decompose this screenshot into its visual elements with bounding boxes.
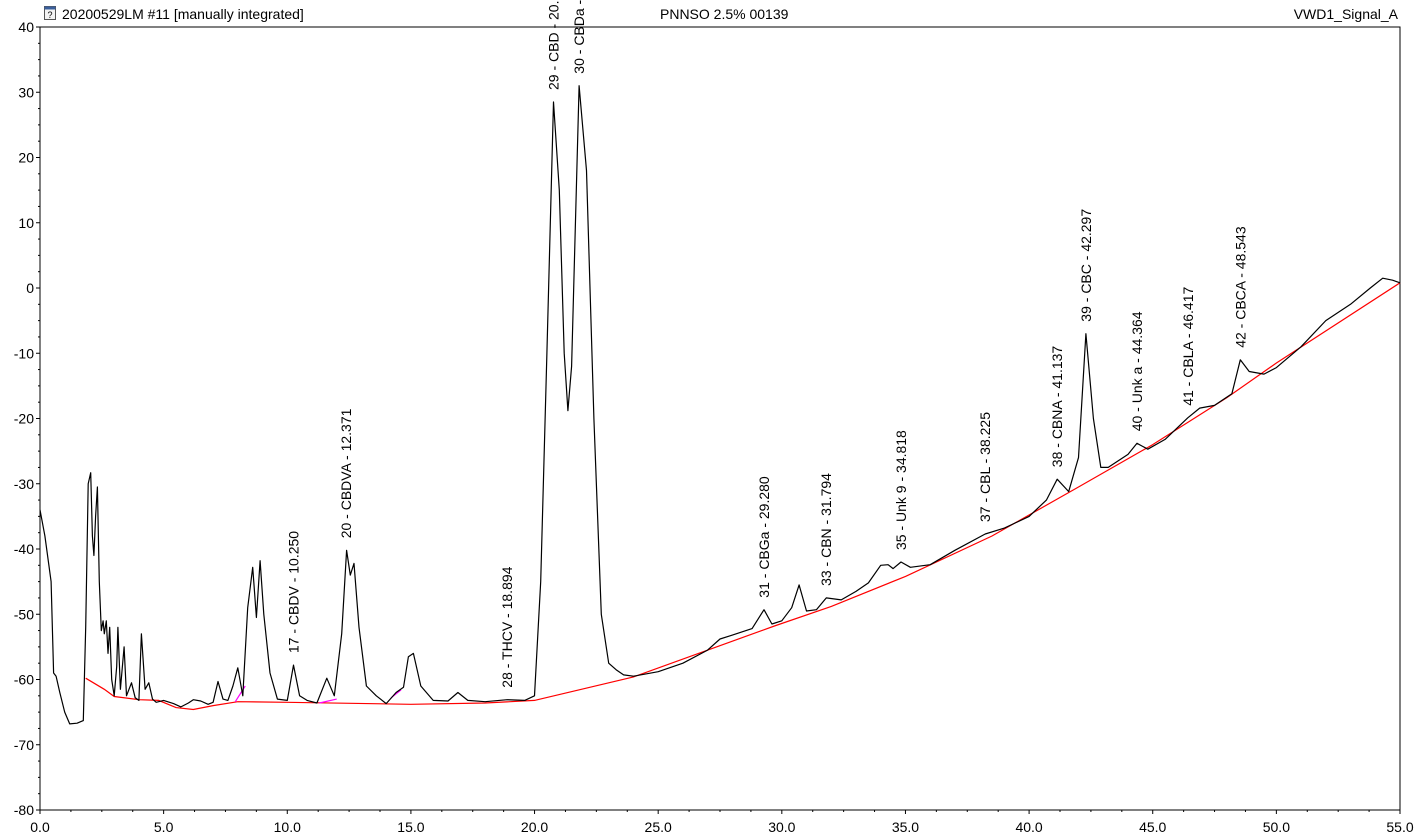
x-tick-label: 45.0	[1139, 819, 1166, 835]
y-tick-label: 40	[18, 19, 34, 35]
x-tick-label: 30.0	[768, 819, 795, 835]
y-tick-label: 20	[18, 150, 34, 166]
peak-label: 41 - CBLA - 46.417	[1180, 287, 1196, 406]
peak-label: 20 - CBDVA - 12.371	[338, 408, 354, 538]
peak-label: 35 - Unk 9 - 34.818	[893, 430, 909, 550]
x-tick-label: 50.0	[1263, 819, 1290, 835]
x-tick-label: 35.0	[892, 819, 919, 835]
peak-split-baseline	[319, 698, 337, 704]
peak-label: 39 - CBC - 42.297	[1078, 209, 1094, 322]
peak-label: 30 - CBDa - 21.791	[571, 0, 587, 74]
document-icon: ?	[44, 6, 56, 20]
signal-trace	[39, 85, 1401, 725]
signal-title: VWD1_Signal_A	[1293, 6, 1398, 22]
y-tick-label: -10	[14, 345, 34, 361]
y-tick-label: 0	[26, 280, 34, 296]
peak-label: 29 - CBD - 20.767	[546, 0, 562, 90]
peak-label: 17 - CBDV - 10.250	[286, 531, 302, 653]
plot-frame	[39, 26, 1401, 811]
y-tick-label: -20	[14, 411, 34, 427]
peak-label: 38 - CBNA - 41.137	[1049, 346, 1065, 468]
peak-label: 28 - THCV - 18.894	[499, 566, 515, 687]
peak-label: 42 - CBCA - 48.543	[1232, 226, 1248, 348]
peak-label: 31 - CBGa - 29.280	[756, 476, 772, 598]
sequence-title: 20200529LM #11 [manually integrated]	[62, 6, 304, 22]
y-tick-label: 30	[18, 84, 34, 100]
x-tick-label: 15.0	[397, 819, 424, 835]
y-tick-label: -70	[14, 737, 34, 753]
y-tick-label: -60	[14, 672, 34, 688]
y-tick-label: -30	[14, 476, 34, 492]
peak-label: 37 - CBL - 38.225	[977, 412, 993, 522]
x-tick-label: 5.0	[154, 819, 174, 835]
svg-text:?: ?	[47, 10, 52, 20]
y-tick-label: -40	[14, 541, 34, 557]
x-tick-label: 55.0	[1386, 819, 1413, 835]
integration-baseline	[85, 282, 1401, 711]
peak-label: 40 - Unk a - 44.364	[1129, 311, 1145, 431]
y-tick-label: -80	[14, 802, 34, 818]
chart-header: ? 20200529LM #11 [manually integrated] P…	[0, 0, 1428, 26]
x-tick-label: 25.0	[645, 819, 672, 835]
peak-label: 33 - CBN - 31.794	[818, 473, 834, 586]
x-tick-label: 40.0	[1015, 819, 1042, 835]
y-tick-label: -50	[14, 606, 34, 622]
sample-title: PNNSO 2.5% 00139	[660, 6, 789, 22]
x-tick-label: 10.0	[274, 819, 301, 835]
x-tick-label: 20.0	[521, 819, 548, 835]
y-tick-label: 10	[18, 215, 34, 231]
x-tick-label: 0.0	[30, 819, 50, 835]
